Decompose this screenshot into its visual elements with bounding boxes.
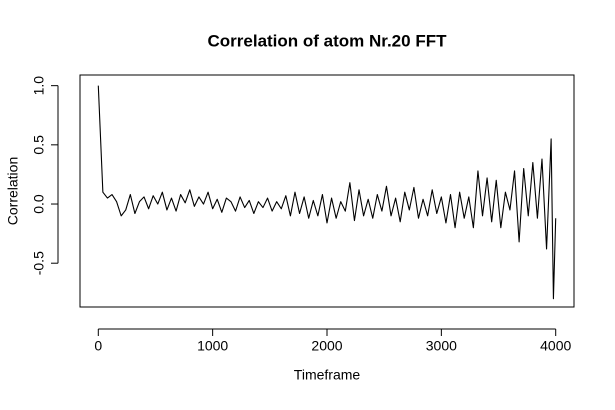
y-tick-label: 0.0: [31, 194, 47, 214]
y-axis-title: Correlation: [5, 157, 21, 225]
y-tick-label: 0.5: [31, 135, 47, 155]
y-tick-label: -0.5: [31, 251, 47, 275]
x-tick-label: 2000: [311, 338, 342, 354]
data-line: [97, 85, 557, 300]
x-tick-label: 4000: [540, 338, 571, 354]
plot-frame: [79, 74, 575, 308]
x-tick-label: 3000: [426, 338, 457, 354]
x-tick-label: 1000: [197, 338, 228, 354]
x-axis-title: Timeframe: [294, 367, 361, 383]
x-tick-label: 0: [94, 338, 102, 354]
y-tick-label: 1.0: [31, 76, 47, 96]
chart-title: Correlation of atom Nr.20 FFT: [208, 31, 448, 50]
